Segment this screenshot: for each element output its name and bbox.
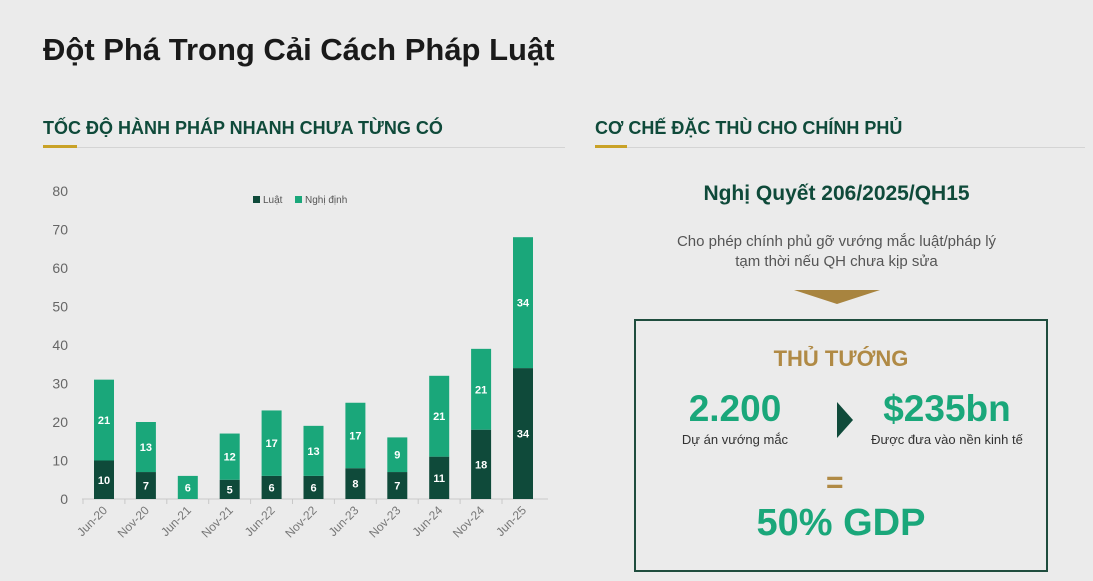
x-tick-label: Nov-20 bbox=[115, 503, 152, 540]
y-tick-label: 30 bbox=[52, 376, 68, 392]
x-tick-label: Nov-24 bbox=[450, 503, 487, 540]
divider bbox=[43, 147, 565, 148]
y-tick-label: 40 bbox=[52, 337, 68, 353]
y-tick-label: 70 bbox=[52, 222, 68, 238]
description-line: tạm thời nếu QH chưa kịp sửa bbox=[735, 253, 938, 270]
bar-segment bbox=[177, 475, 198, 499]
bar-segment bbox=[429, 456, 450, 499]
equals-sign: = bbox=[826, 466, 844, 499]
x-tick-label: Nov-23 bbox=[366, 503, 403, 540]
data-label: 7 bbox=[394, 481, 400, 493]
bar-segment bbox=[513, 368, 533, 499]
data-label: 34 bbox=[517, 298, 530, 310]
x-tick-label: Jun-24 bbox=[409, 503, 445, 539]
resolution-description: Cho phép chính phủ gỡ vướng mắc luật/phá… bbox=[580, 232, 1093, 272]
legend-swatch bbox=[295, 196, 302, 203]
y-tick-label: 60 bbox=[52, 260, 68, 276]
data-label: 17 bbox=[349, 430, 361, 442]
legend-swatch bbox=[253, 196, 260, 203]
bar-segment bbox=[219, 433, 240, 480]
data-label: 11 bbox=[433, 473, 445, 485]
data-label: 34 bbox=[517, 429, 530, 441]
bar-segment bbox=[345, 402, 366, 469]
bar-segment bbox=[135, 472, 156, 499]
bar-segment bbox=[345, 468, 366, 499]
data-label: 18 bbox=[475, 459, 487, 471]
play-arrow-icon bbox=[837, 402, 853, 438]
x-tick-label: Jun-23 bbox=[326, 503, 362, 539]
x-tick-label: Jun-21 bbox=[158, 503, 194, 539]
gdp-result: 50% GDP bbox=[756, 502, 926, 544]
y-tick-label: 0 bbox=[60, 491, 68, 507]
y-tick-label: 80 bbox=[52, 183, 68, 199]
data-label: 17 bbox=[265, 438, 277, 450]
description-line: Cho phép chính phủ gỡ vướng mắc luật/phá… bbox=[676, 233, 997, 250]
right-section-heading: CƠ CHẾ ĐẶC THÙ CHO CHÍNH PHỦ bbox=[595, 118, 903, 138]
data-label: 5 bbox=[227, 484, 233, 496]
resolution-title: Nghị Quyết 206/2025/QH15 bbox=[703, 182, 970, 205]
data-label: 21 bbox=[433, 411, 445, 423]
data-label: 6 bbox=[310, 482, 316, 494]
y-tick-label: 50 bbox=[52, 299, 68, 315]
bar-segment bbox=[387, 437, 408, 473]
divider bbox=[595, 147, 1085, 148]
data-label: 6 bbox=[269, 482, 275, 494]
data-label: 21 bbox=[98, 415, 110, 427]
capital-caption: Được đưa vào nền kinh tế bbox=[871, 432, 1023, 447]
capital-value: $235bn bbox=[883, 388, 1011, 429]
data-label: 6 bbox=[185, 482, 191, 494]
bar-segment bbox=[429, 375, 450, 457]
data-label: 10 bbox=[98, 475, 110, 487]
page-title: Đột Phá Trong Cải Cách Pháp Luật bbox=[43, 32, 555, 67]
projects-value: 2.200 bbox=[688, 388, 782, 429]
bar-segment bbox=[261, 410, 282, 476]
heading-underline bbox=[595, 145, 627, 148]
box-label: THỦ TƯỚNG bbox=[773, 346, 909, 371]
bar-segment bbox=[471, 429, 492, 499]
bar-segment bbox=[471, 348, 492, 430]
heading-underline bbox=[43, 145, 77, 148]
data-label: 8 bbox=[352, 479, 358, 491]
projects-caption: Dự án vướng mắc bbox=[681, 432, 789, 447]
x-tick-label: Jun-25 bbox=[493, 503, 529, 539]
bar-segment bbox=[303, 475, 324, 499]
bar-segment bbox=[261, 475, 282, 499]
bar-segment bbox=[513, 237, 533, 369]
data-label: 13 bbox=[307, 446, 319, 458]
stacked-bar-chart: 0 10 20 30 40 50 60 70 80 10 21 7 13 6 5 12 6 17 6 13 8 17 7 9… bbox=[52, 183, 548, 540]
y-tick-label: 20 bbox=[52, 414, 68, 430]
bar-segment bbox=[387, 472, 408, 499]
y-tick-label: 10 bbox=[52, 453, 68, 469]
legend-label: Nghị định bbox=[305, 195, 347, 206]
data-label: 9 bbox=[394, 450, 400, 462]
bar-segment bbox=[94, 379, 114, 461]
bar-segment bbox=[219, 479, 240, 499]
left-section-heading: TỐC ĐỘ HÀNH PHÁP NHANH CHƯA TỪNG CÓ bbox=[43, 118, 443, 138]
data-label: 7 bbox=[143, 481, 149, 493]
data-label: 21 bbox=[475, 384, 487, 396]
bar-segment bbox=[135, 422, 156, 473]
legend-label: Luật bbox=[263, 195, 283, 206]
x-tick-label: Jun-20 bbox=[74, 503, 110, 539]
data-label: 12 bbox=[224, 452, 236, 464]
bar-segment bbox=[303, 425, 324, 476]
x-tick-label: Nov-22 bbox=[282, 503, 319, 540]
data-label: 13 bbox=[140, 442, 152, 454]
x-tick-label: Nov-21 bbox=[199, 503, 236, 540]
down-arrow-icon bbox=[794, 290, 880, 304]
x-tick-label: Jun-22 bbox=[242, 503, 278, 539]
highlight-box bbox=[634, 319, 1048, 572]
bar-segment bbox=[94, 460, 114, 499]
